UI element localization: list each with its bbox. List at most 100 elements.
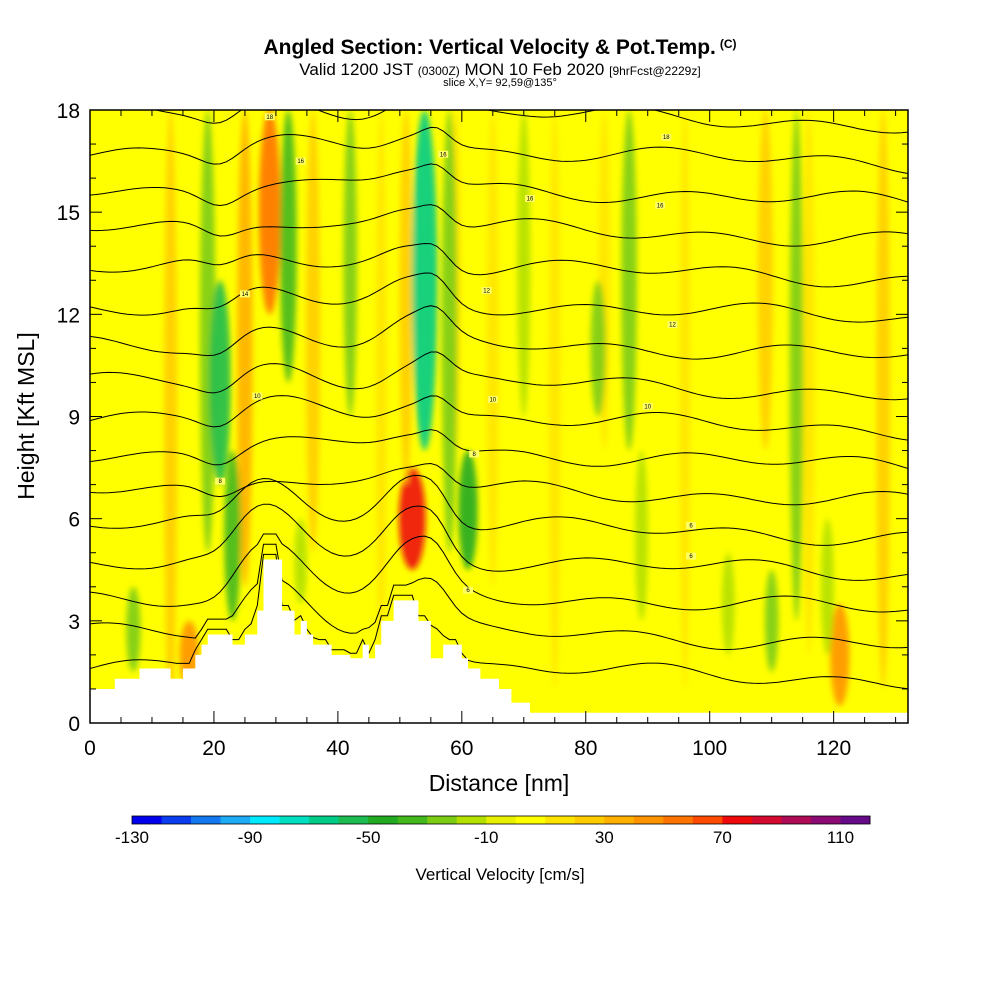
copyright-mark: (C)	[719, 37, 737, 51]
colorbar-swatch	[781, 816, 812, 824]
updraft-band-0	[97, 110, 108, 655]
contour-label: 16	[297, 159, 304, 165]
x-tick-label: 120	[816, 737, 851, 760]
downdraft-band-5	[294, 518, 308, 604]
contour-label: 6	[689, 523, 693, 529]
contour-label: 16	[440, 152, 447, 158]
updraft-band-4	[258, 110, 281, 315]
isentrope-line	[90, 351, 908, 401]
axes: 0 20 40 60 80 100 120 0 3 6 9 12 15 18	[57, 100, 908, 760]
updraft-band-15	[802, 110, 815, 655]
updraft-band-16	[830, 603, 850, 706]
contour-label: 14	[242, 292, 249, 298]
contour-label-bg	[661, 133, 672, 141]
colorbar-swatch	[574, 816, 605, 824]
downdraft-band-0	[126, 586, 141, 672]
colorbar-swatch	[810, 816, 841, 824]
downdraft-band-11	[590, 280, 606, 417]
updraft-band-6	[375, 110, 387, 655]
contour-label: 16	[527, 197, 534, 203]
downdraft-band-16	[789, 110, 804, 621]
colorbar-swatch	[279, 816, 310, 824]
contour-label-bg	[463, 586, 474, 594]
contour-label: 12	[483, 288, 490, 294]
downdraft-band-15	[764, 569, 779, 672]
isentrope-line	[90, 474, 908, 546]
colorbar-swatch	[397, 816, 428, 824]
potential-temperature-contours	[90, 110, 908, 690]
updraft-band-10	[486, 110, 499, 587]
colorbar-swatch	[751, 816, 782, 824]
colorbar-swatch	[692, 816, 723, 824]
contour-label: 10	[254, 394, 261, 400]
downdraft-band-7	[411, 110, 438, 451]
contour-label-bg	[215, 477, 226, 485]
y-tick-label: 3	[68, 611, 80, 634]
colorbar-swatch	[663, 816, 694, 824]
colorbar-tick-label: 110	[827, 828, 854, 847]
contour-label-bg	[642, 402, 653, 410]
contour-label-bg	[686, 521, 697, 529]
chart-title: Angled Section: Vertical Velocity & Pot.…	[0, 36, 1000, 60]
plot-area: 18 16 16 16 18 16 14 12 12 10 10 10 8 8 6 6 6	[90, 110, 908, 723]
contour-label: 8	[473, 452, 477, 458]
colorbar-swatch	[338, 816, 369, 824]
colorbar-swatch	[545, 816, 576, 824]
updraft-band-13	[679, 110, 691, 689]
contour-label: 10	[644, 404, 651, 410]
forecast-run: [9hrFcst@2229z]	[609, 64, 701, 78]
isentrope-line	[90, 242, 908, 288]
y-tick-label: 18	[57, 100, 80, 123]
downdraft-band-2	[209, 280, 231, 485]
y-tick-label: 12	[57, 304, 80, 327]
contour-label-bg	[655, 201, 666, 209]
isentrope-line	[90, 543, 908, 650]
isentrope-line	[90, 204, 908, 247]
isentrope-line	[90, 395, 908, 441]
isentrope-line	[90, 533, 908, 613]
downdraft-band-9	[458, 450, 478, 570]
contour-label-bg	[264, 113, 275, 121]
updraft-band-1	[164, 110, 178, 723]
colorbar-swatch	[486, 816, 517, 824]
colorbar: -130 -90 -50 -10 30 70 110	[115, 815, 871, 847]
valid-time: Valid 1200 JST	[299, 60, 414, 79]
terrain	[90, 559, 908, 723]
contour-label-bg	[686, 552, 697, 560]
colorbar-swatch	[515, 816, 546, 824]
colorbar-tick-label: -130	[115, 828, 149, 847]
contour-label: 16	[657, 203, 664, 209]
contour-label-bg	[524, 195, 535, 203]
downdraft-band-8	[441, 110, 458, 553]
updraft-band-14	[757, 110, 773, 451]
colorbar-tick-label: -90	[238, 828, 263, 847]
updraft-band-8	[399, 110, 413, 485]
downdraft-band-6	[343, 110, 358, 417]
colorbar-tick-label: 70	[713, 828, 732, 847]
downdraft-band-14	[721, 552, 735, 655]
y-axis-title: Height [Kft MSL]	[13, 332, 39, 499]
y-tick-label: 0	[68, 713, 80, 736]
colorbar-title: Vertical Velocity [cm/s]	[415, 865, 584, 884]
contour-label: 6	[689, 554, 693, 560]
y-tick-label: 6	[68, 509, 80, 532]
contour-label-bg	[252, 392, 263, 400]
isentrope-line	[90, 503, 908, 581]
contour-label-bg	[469, 450, 480, 458]
colorbar-swatch	[604, 816, 635, 824]
colorbar-swatch	[132, 816, 163, 824]
isentrope-line	[153, 110, 908, 134]
slice-info: slice X,Y= 92,59@135°	[443, 77, 557, 89]
valid-date: MON 10 Feb 2020	[464, 60, 605, 79]
contour-label: 12	[669, 323, 676, 329]
colorbar-swatch	[191, 816, 222, 824]
contour-label: 6	[466, 588, 470, 594]
x-axis-title: Distance [nm]	[429, 770, 570, 796]
contour-label-bg	[481, 286, 492, 294]
contour-label: 18	[266, 115, 273, 121]
colorbar-swatch	[633, 816, 664, 824]
updraft-band-11	[549, 110, 561, 689]
isentrope-line	[90, 272, 908, 323]
colorbar-swatch	[722, 816, 753, 824]
